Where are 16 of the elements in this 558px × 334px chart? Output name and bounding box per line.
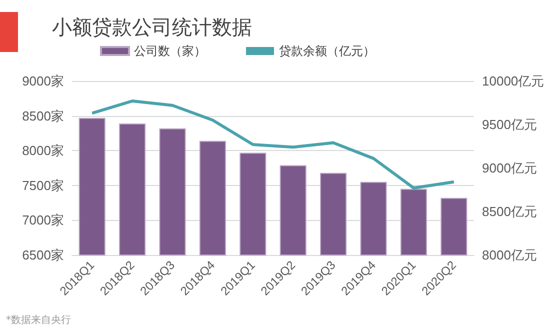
y-tick-label: 8500家 [22, 108, 64, 124]
y2-tick-label: 8500亿元 [482, 204, 537, 219]
legend-label: 公司数（家） [134, 44, 206, 58]
y2-tick-label: 9500亿元 [482, 117, 537, 132]
chart-title: 小额贷款公司统计数据 [52, 14, 252, 41]
y-tick-label: 7500家 [22, 178, 64, 193]
y2-tick-label: 8000亿元 [482, 248, 537, 262]
line-series [90, 100, 456, 190]
y-tick-label: 9000家 [22, 74, 64, 88]
y-tick-label: 8000家 [22, 143, 64, 158]
legend-label: 贷款余额（亿元） [279, 44, 375, 58]
y2-tick-label: 9000亿元 [482, 160, 537, 176]
y2-tick-label: 10000亿元 [482, 74, 544, 88]
text: *数据来自央行 [6, 314, 71, 327]
y-tick-label: 6500家 [22, 248, 64, 262]
y-tick-label: 7000家 [22, 212, 64, 228]
